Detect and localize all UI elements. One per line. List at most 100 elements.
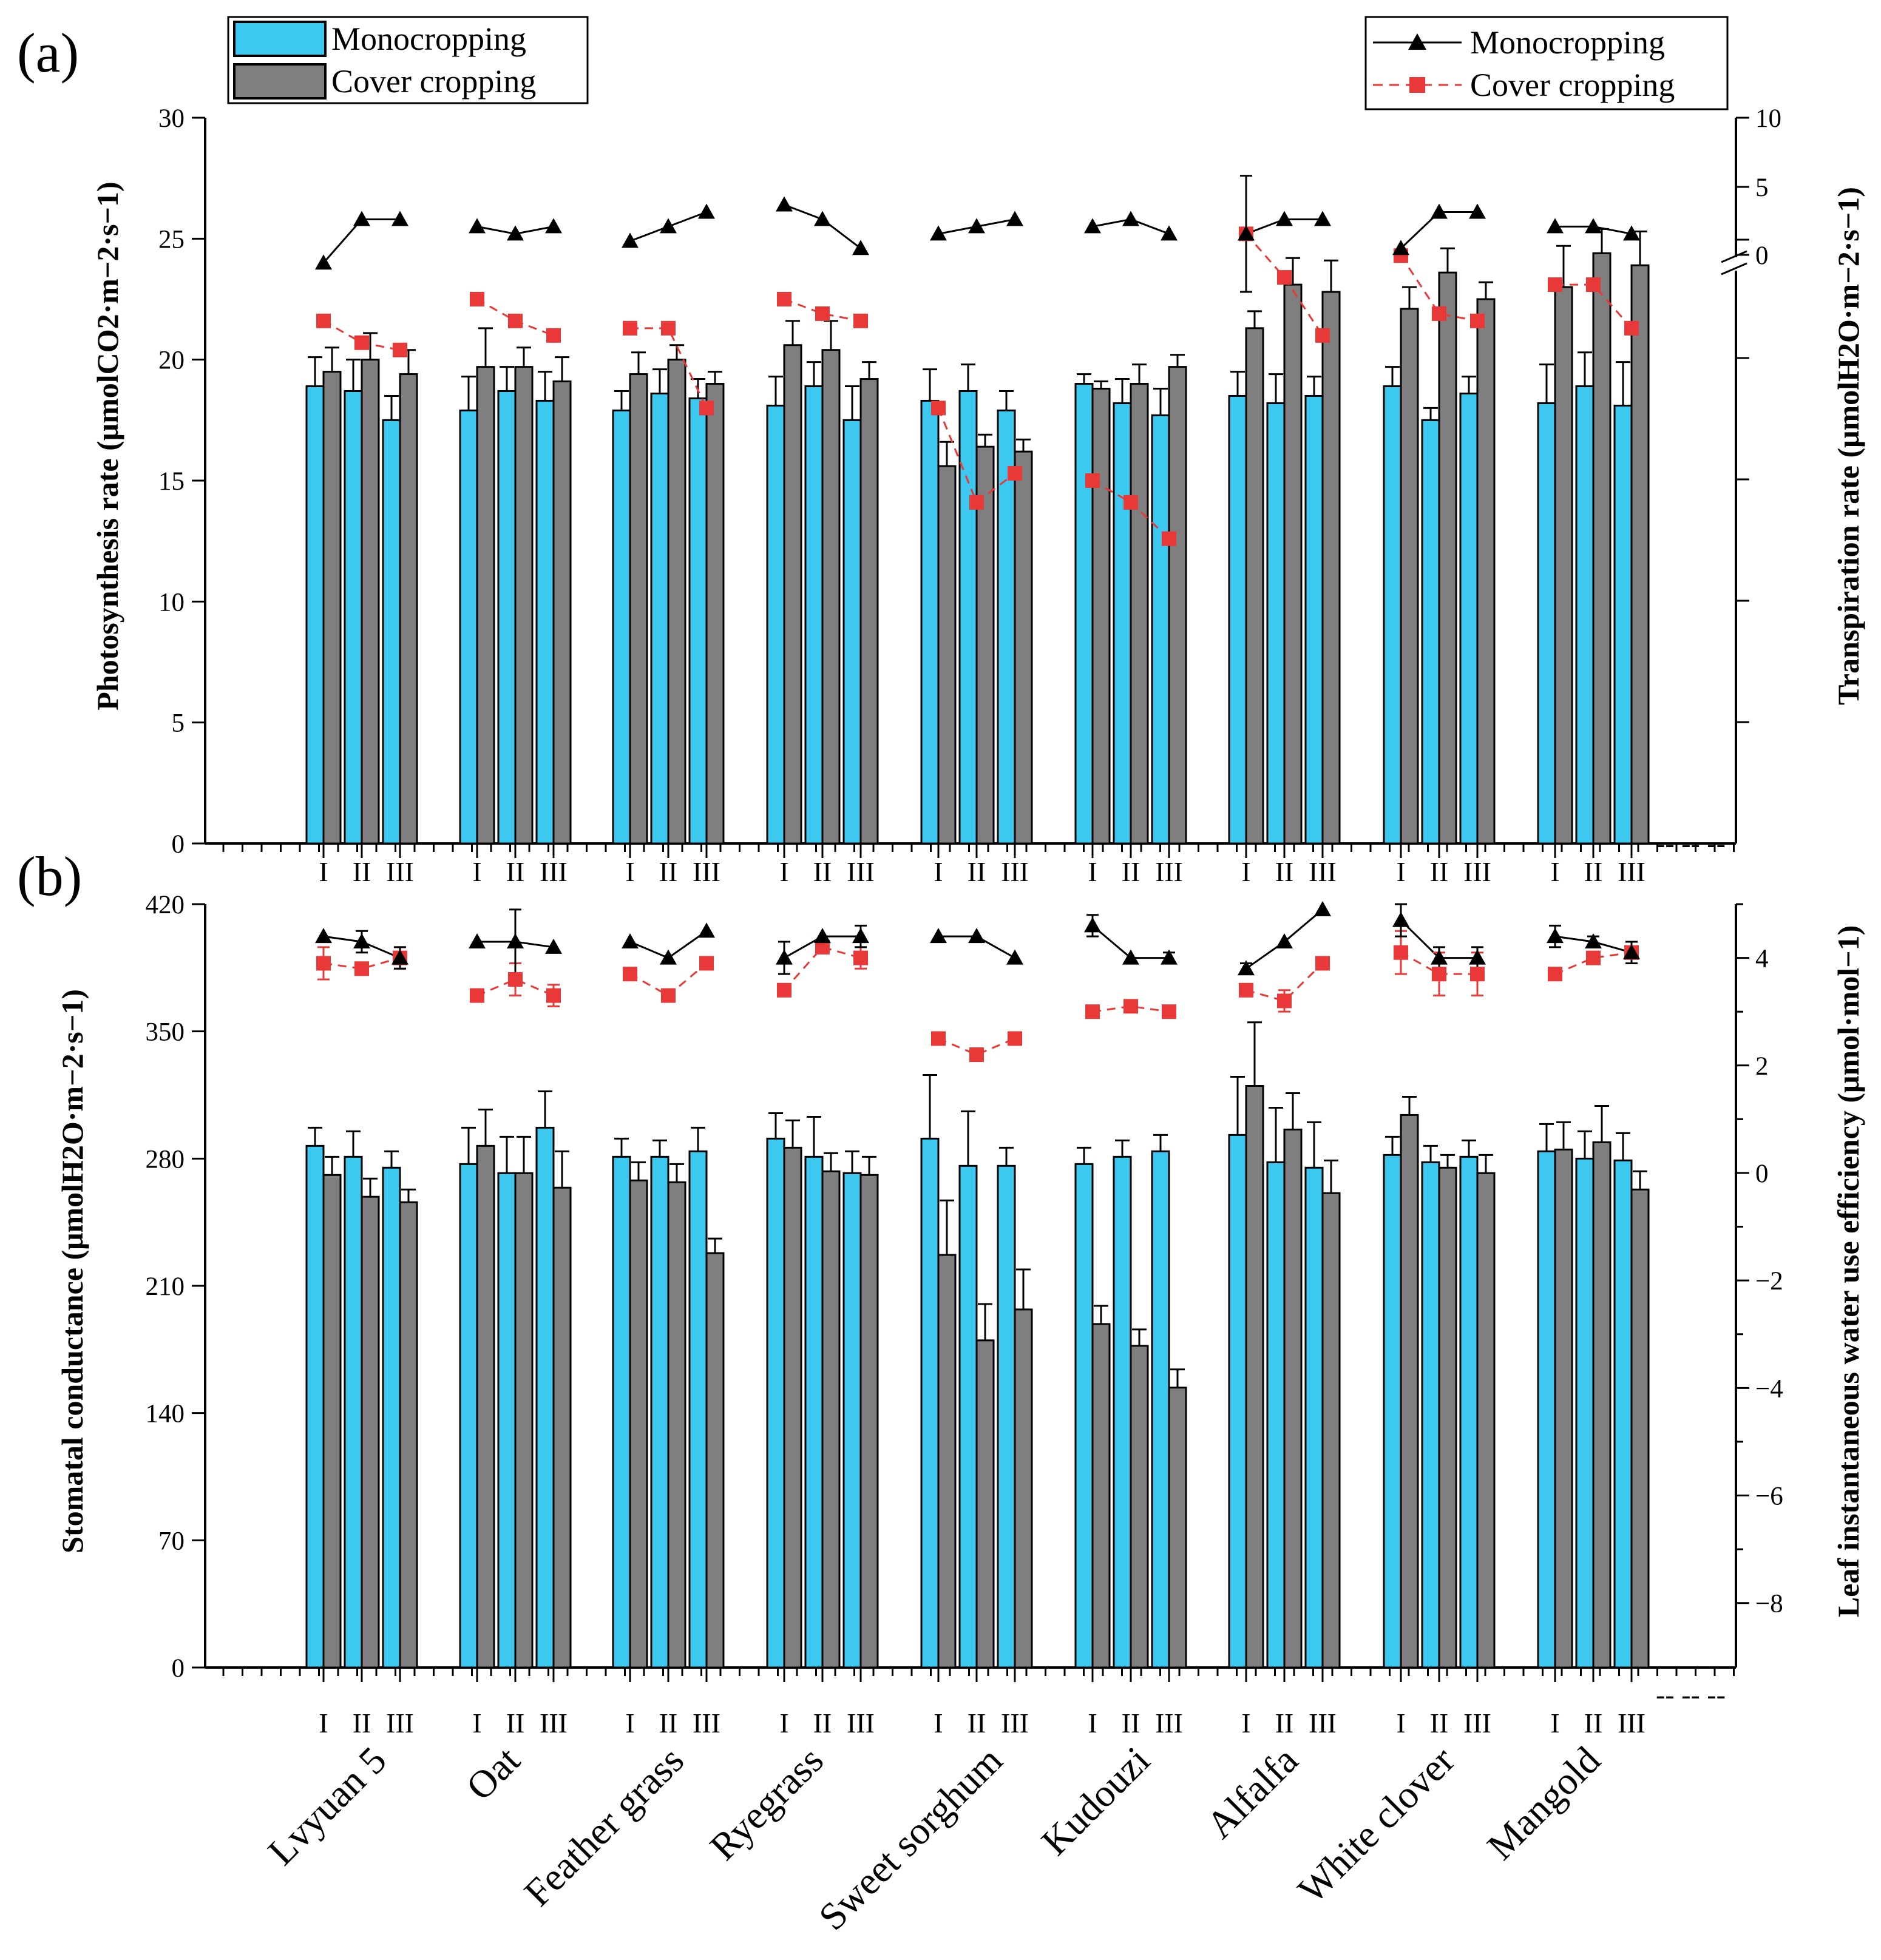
mono-triangle-marker — [1238, 960, 1255, 976]
ylabel-stomatal: Stomatal conductance (μmolH2O·m−2·s−1) — [55, 989, 89, 1553]
mono-bar — [1613, 404, 1633, 845]
cover-bar — [1592, 252, 1612, 845]
x-category-label: Ryegrass — [702, 1739, 832, 1868]
cover-bar — [1630, 264, 1650, 845]
mono-triangle-marker — [1238, 225, 1255, 241]
sub-label: III — [386, 856, 414, 887]
cover-bar — [552, 1186, 572, 1669]
sub-label: II — [1584, 1708, 1603, 1739]
cover-line — [1246, 962, 1324, 1002]
mono-triangle-marker — [852, 928, 869, 944]
cover-square-marker — [1315, 328, 1330, 343]
sub-label: I — [779, 1708, 788, 1739]
sub-label: II — [1584, 856, 1603, 887]
right-tick-label: −2 — [1755, 1267, 1783, 1296]
cover-square-marker — [623, 320, 637, 336]
cover-bar — [705, 383, 725, 845]
mono-bar — [459, 409, 478, 845]
cover-square-marker — [1470, 967, 1485, 982]
left-tick-label: 350 — [146, 1018, 185, 1047]
cover-bar — [1014, 1308, 1033, 1669]
cover-square-marker — [546, 328, 561, 343]
mono-bar — [1383, 1154, 1402, 1669]
mono-triangle-marker — [1084, 218, 1101, 234]
cover-bar — [629, 373, 648, 845]
mono-triangle-marker — [1392, 911, 1409, 927]
sub-label: II — [968, 1708, 986, 1739]
cover-square-marker — [1008, 1031, 1022, 1046]
cover-square-marker — [1586, 277, 1601, 292]
cover-bar — [667, 359, 686, 845]
cover-square-marker — [853, 313, 868, 328]
cover-line — [783, 946, 861, 991]
cover-bar — [937, 465, 957, 845]
cover-square-marker — [1124, 999, 1138, 1014]
mono-triangle-marker — [660, 949, 677, 965]
sub-label: I — [1550, 856, 1559, 887]
mono-triangle-marker — [968, 928, 985, 944]
right-tick-label: 10 — [1755, 104, 1781, 133]
cover-bar — [859, 1174, 879, 1669]
cover-bar — [1168, 1387, 1187, 1669]
cover-bar — [1283, 283, 1303, 845]
sub-label: II — [1275, 856, 1294, 887]
cover-bar — [399, 1201, 418, 1669]
cover-square-marker — [931, 1031, 946, 1046]
sub-label: III — [1155, 856, 1183, 887]
cover-bar — [1014, 450, 1033, 845]
trailing-marks-b: -- -- -- — [1656, 1679, 1726, 1710]
mono-bar — [1113, 402, 1132, 845]
x-category-label: Mangold — [1479, 1739, 1608, 1868]
cover-bar — [552, 380, 572, 845]
cover-square-marker — [969, 1047, 984, 1063]
cover-square-marker — [1548, 967, 1562, 982]
mono-triangle-marker — [315, 928, 332, 944]
right-tick-label: −4 — [1755, 1374, 1783, 1403]
mono-bar — [997, 1164, 1016, 1669]
mono-bar — [1304, 1166, 1324, 1669]
mono-bar — [842, 1172, 862, 1669]
ylabel-photosynthesis: Photosynthesis rate (μmolCO2·m−2·s−1) — [90, 181, 124, 710]
sub-label: III — [386, 1708, 414, 1739]
sub-label: I — [934, 856, 943, 887]
mono-triangle-marker — [776, 949, 793, 965]
sub-label: II — [813, 856, 832, 887]
cover-square-marker — [1432, 306, 1446, 321]
legend-swatch-cover-bar — [233, 63, 327, 100]
mono-bar — [688, 397, 708, 845]
left-tick-label: 5 — [172, 709, 185, 738]
legend-bar-cover-label: Cover cropping — [331, 63, 536, 100]
cover-square-marker — [777, 982, 791, 998]
legend-line-mono-label: Monocropping — [1470, 24, 1665, 61]
mono-triangle-marker — [776, 196, 793, 212]
sub-label: II — [1122, 1708, 1140, 1739]
axis-break-gap — [1727, 257, 1744, 271]
mono-bar — [497, 390, 517, 845]
cover-square-marker — [1162, 531, 1176, 546]
cover-bar — [361, 1195, 380, 1669]
sub-label: III — [693, 856, 720, 887]
mono-triangle-marker — [1585, 933, 1602, 949]
cover-square-marker — [546, 988, 561, 1003]
cover-square-marker — [316, 313, 331, 328]
mono-bar — [1266, 402, 1286, 845]
cover-square-marker — [1548, 277, 1562, 292]
cover-bar — [322, 1174, 342, 1669]
mono-bar — [1228, 1134, 1247, 1669]
mono-bar — [958, 390, 978, 845]
sub-label: I — [625, 856, 634, 887]
mono-triangle-marker — [698, 922, 715, 938]
cover-line — [323, 957, 401, 970]
right-tick-label: 0 — [1755, 242, 1769, 270]
mono-triangle-marker — [660, 218, 677, 234]
cover-bar — [859, 378, 879, 845]
legend-line-cover-label: Cover cropping — [1470, 67, 1675, 103]
mono-triangle-marker — [1314, 211, 1331, 226]
panel-b-label: (b) — [17, 845, 82, 907]
axis-break-mark — [1721, 250, 1747, 263]
sub-label: III — [1618, 856, 1645, 887]
cover-square-marker — [1162, 1004, 1176, 1019]
mono-triangle-marker — [391, 949, 408, 965]
mono-triangle-marker — [852, 240, 869, 255]
cover-square-marker — [777, 292, 791, 306]
